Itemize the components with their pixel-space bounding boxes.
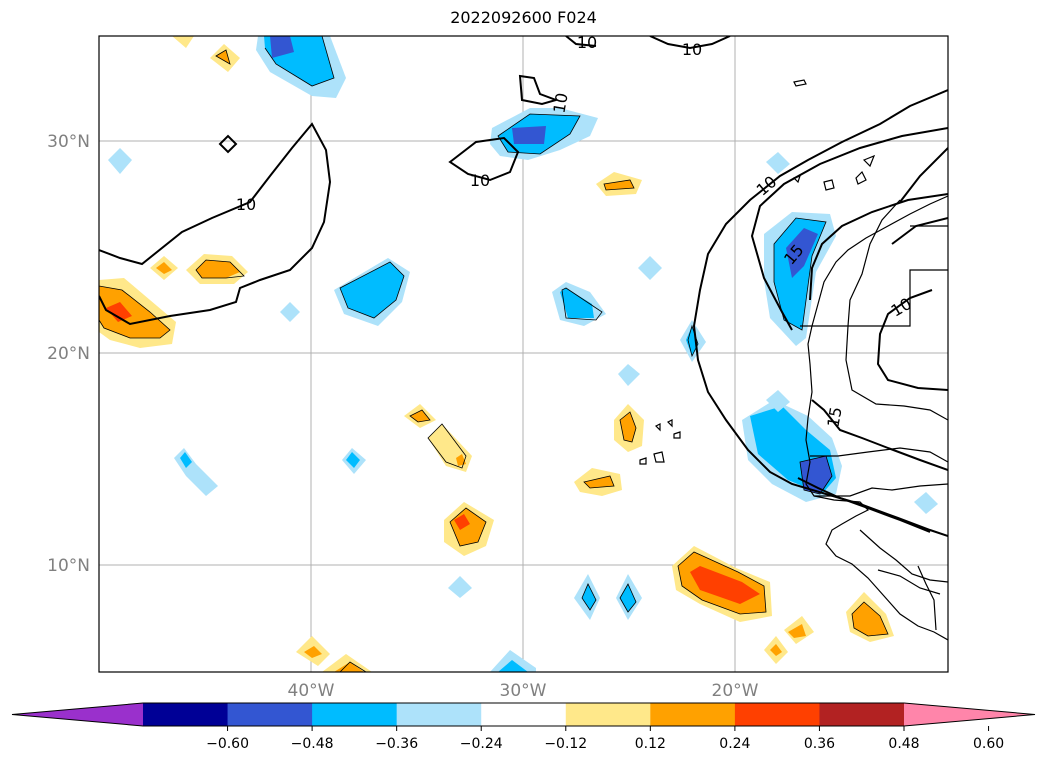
lat-tick-labels: 30°N 20°N 10°N	[47, 132, 90, 576]
lon-tick-label: 20°W	[712, 681, 759, 701]
colorbar-tick-label: 0.48	[888, 736, 919, 752]
coastline	[639, 79, 948, 641]
lat-tick-label: 30°N	[47, 132, 90, 152]
contour-label: 10	[236, 195, 256, 214]
colorbar-extend-high	[904, 703, 1035, 726]
contour-label: 10	[549, 91, 571, 114]
colorbar-swatch	[819, 703, 905, 726]
contour-label: 10	[682, 40, 702, 59]
colorbar-tick-label: 0.36	[804, 736, 835, 752]
colorbar-tick-label: −0.48	[291, 736, 334, 752]
colorbar-swatch	[312, 703, 398, 726]
plot-area: 10 10 10 10 10 10 15 15 10	[99, 33, 948, 672]
colorbar-tick-label: −0.24	[460, 736, 503, 752]
colorbar-tick-label: 0.24	[719, 736, 750, 752]
colorbar-swatch	[565, 703, 651, 726]
lat-tick-label: 20°N	[47, 344, 90, 364]
colorbar-tick-label: −0.60	[206, 736, 249, 752]
colorbar-tick-label: −0.36	[375, 736, 418, 752]
colorbar-swatch	[396, 703, 482, 726]
thick-contours	[99, 36, 948, 537]
lon-tick-labels: 40°W 30°W 20°W	[288, 681, 759, 701]
lon-tick-label: 30°W	[500, 681, 547, 701]
positive-anomaly-patches	[99, 36, 894, 672]
colorbar-swatch	[227, 703, 313, 726]
contour-label: 10	[577, 33, 597, 52]
colorbar-swatch	[650, 703, 736, 726]
colorbar-outline	[11, 702, 1036, 727]
anomaly-outlines	[99, 36, 889, 672]
colorbar-tick-label: 0.12	[635, 736, 666, 752]
lon-tick-label: 40°W	[288, 681, 335, 701]
plot-frame	[98, 35, 949, 673]
colorbar-tick-label: −0.12	[544, 736, 587, 752]
colorbar-swatch	[734, 703, 820, 726]
colorbar-tick-label: 0.60	[973, 736, 1004, 752]
lat-tick-label: 10°N	[47, 556, 90, 576]
colorbar-extend-low	[12, 703, 143, 726]
colorbar: −0.60 −0.48 −0.36 −0.24 −0.12 0.12 0.24 0.36 0.4…	[11, 702, 1036, 752]
colorbar-swatch	[481, 703, 567, 726]
colorbar-swatch	[143, 703, 229, 726]
contour-label: 10	[470, 171, 490, 190]
map-title: 2022092600 F024	[450, 8, 597, 27]
contour-label: 15	[823, 405, 845, 428]
